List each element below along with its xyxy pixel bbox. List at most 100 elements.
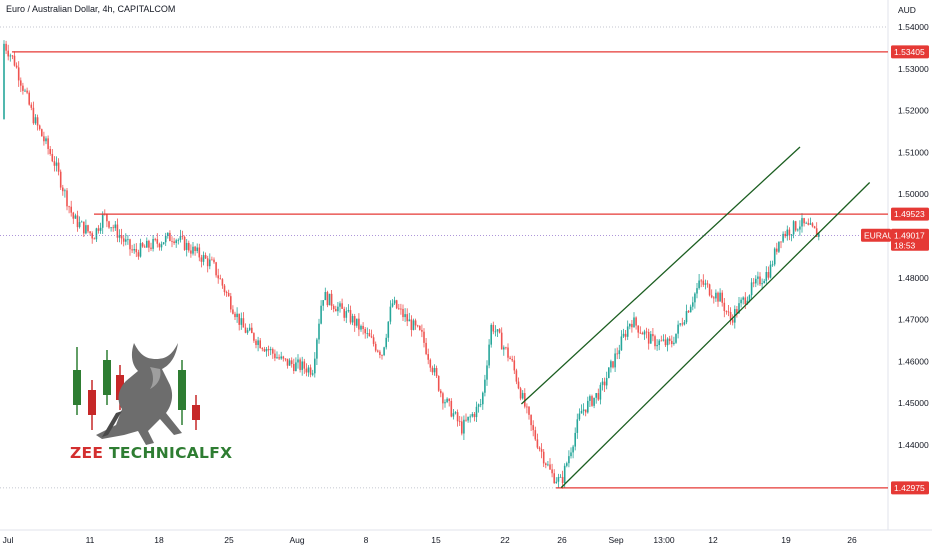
candle-body bbox=[383, 347, 385, 356]
candle-body bbox=[755, 278, 757, 284]
candle-body bbox=[38, 125, 41, 130]
candle-body bbox=[641, 332, 644, 335]
candle-body bbox=[507, 347, 509, 358]
candle-body bbox=[116, 224, 119, 238]
candle-body bbox=[433, 368, 436, 373]
candle-body bbox=[719, 292, 721, 302]
candle-body bbox=[813, 226, 816, 229]
candle-body bbox=[32, 107, 35, 124]
candle-body bbox=[482, 392, 484, 405]
candle-body bbox=[555, 481, 558, 484]
candle-body bbox=[494, 331, 497, 333]
price-tick-label: 1.52000 bbox=[898, 106, 929, 116]
candle-body bbox=[200, 257, 203, 262]
candle-body bbox=[797, 229, 799, 231]
time-tick-label: 13:00 bbox=[653, 535, 675, 545]
candle-body bbox=[303, 361, 306, 369]
candle-body bbox=[146, 240, 148, 248]
candle-body bbox=[215, 262, 217, 276]
candle-body bbox=[108, 221, 110, 228]
candle-body bbox=[414, 320, 417, 326]
candle-body bbox=[568, 456, 570, 464]
candle-body bbox=[154, 238, 156, 240]
candle-body bbox=[780, 241, 782, 243]
candle-body bbox=[545, 463, 547, 466]
trend-channel-lower-line[interactable] bbox=[560, 182, 871, 489]
candle-body bbox=[395, 300, 398, 309]
candle-body bbox=[479, 404, 482, 406]
candle-body bbox=[587, 400, 589, 413]
candle-body bbox=[511, 359, 513, 361]
candle-body bbox=[563, 465, 566, 483]
candle-body bbox=[156, 239, 159, 244]
candle-body bbox=[11, 55, 14, 57]
candle-body bbox=[643, 331, 646, 335]
candle-body bbox=[337, 306, 339, 312]
candle-body bbox=[685, 311, 688, 323]
candle-body bbox=[645, 331, 648, 333]
candle-body bbox=[524, 393, 526, 407]
candle-body bbox=[3, 43, 5, 119]
candle-body bbox=[320, 305, 322, 324]
candle-body bbox=[650, 334, 652, 344]
candle-body bbox=[167, 232, 169, 236]
candle-body bbox=[135, 249, 138, 253]
candle-body bbox=[267, 349, 270, 351]
candle-body bbox=[150, 247, 152, 249]
candle-body bbox=[706, 283, 709, 285]
candle-body bbox=[55, 162, 58, 166]
candle-body bbox=[368, 333, 371, 337]
brand-logo-text: ZEE TECHNICALFX bbox=[70, 444, 232, 462]
candle-body bbox=[818, 233, 820, 237]
candle-body bbox=[763, 280, 765, 284]
candle-body bbox=[356, 318, 358, 326]
candle-body bbox=[664, 339, 667, 346]
candle-body bbox=[769, 264, 772, 278]
candle-body bbox=[561, 476, 564, 483]
candle-body bbox=[263, 349, 266, 352]
candle-body bbox=[198, 247, 201, 258]
candle-body bbox=[675, 333, 677, 343]
candle-body bbox=[549, 464, 551, 470]
candle-body bbox=[314, 358, 316, 374]
candle-body bbox=[192, 246, 194, 254]
time-tick-label: 26 bbox=[557, 535, 567, 545]
candle-body bbox=[372, 337, 375, 344]
candle-body bbox=[542, 451, 545, 464]
candle-body bbox=[448, 398, 450, 401]
candle-body bbox=[49, 148, 51, 154]
candle-body bbox=[328, 293, 331, 306]
time-tick-label: Aug bbox=[289, 535, 304, 545]
candle-body bbox=[635, 317, 637, 326]
candle-body bbox=[631, 323, 633, 328]
candle-body bbox=[423, 331, 425, 343]
candle-body bbox=[349, 310, 352, 323]
candle-body bbox=[595, 393, 597, 398]
candle-body bbox=[526, 406, 528, 408]
candle-body bbox=[143, 246, 146, 248]
candle-body bbox=[227, 293, 230, 297]
price-tick-label: 1.45000 bbox=[898, 398, 929, 408]
candle-body bbox=[547, 464, 549, 466]
candle-body bbox=[276, 357, 278, 359]
candle-body bbox=[790, 234, 793, 236]
candle-body bbox=[318, 323, 320, 340]
candle-body bbox=[387, 321, 390, 338]
trend-channel-upper-line[interactable] bbox=[520, 146, 801, 405]
candle-body bbox=[431, 367, 434, 373]
candle-body bbox=[297, 359, 299, 363]
candle-body bbox=[393, 300, 396, 304]
countdown-label: 18:53 bbox=[894, 240, 916, 250]
candle-body bbox=[477, 404, 480, 407]
level-price-tag bbox=[891, 481, 929, 495]
candle-body bbox=[419, 326, 421, 330]
candle-body bbox=[385, 337, 387, 348]
candle-body bbox=[47, 138, 49, 149]
candle-body bbox=[43, 136, 45, 142]
candle-body bbox=[246, 330, 249, 333]
price-tick-label: 1.48000 bbox=[898, 273, 929, 283]
candle-body bbox=[788, 229, 791, 236]
candle-body bbox=[28, 92, 30, 105]
candle-body bbox=[673, 342, 675, 345]
